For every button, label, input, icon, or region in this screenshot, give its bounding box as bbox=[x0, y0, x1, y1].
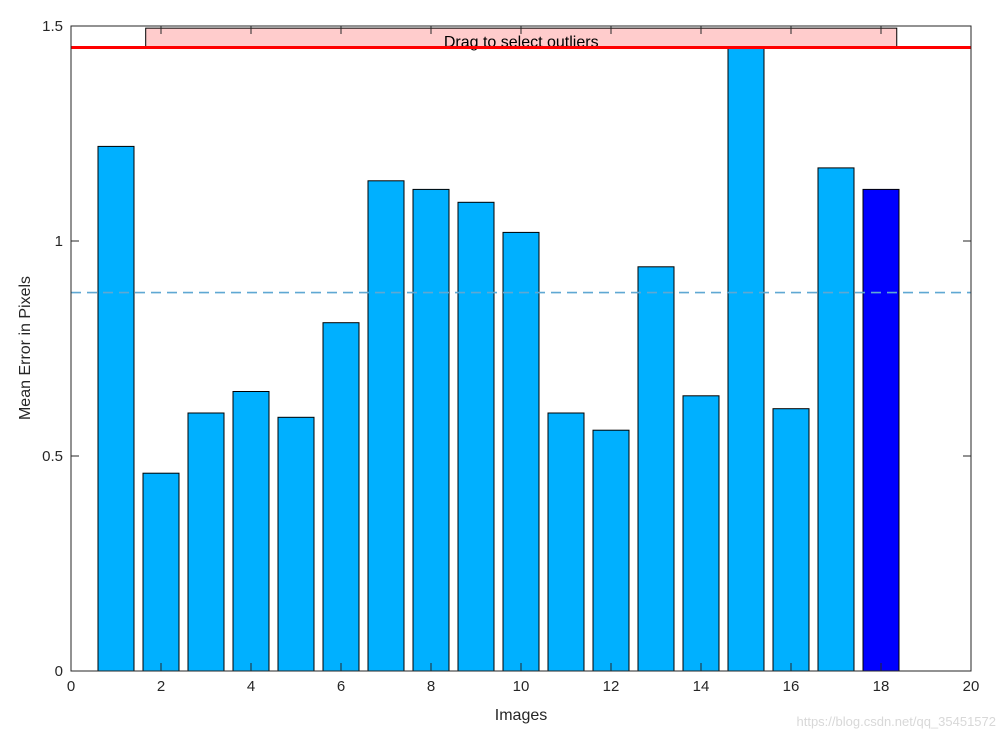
bar-image-2[interactable] bbox=[142, 472, 180, 672]
y-tick-label: 0 bbox=[55, 663, 63, 680]
lines-layer: Drag to select outliers bbox=[71, 27, 971, 294]
bar-image-13[interactable] bbox=[637, 266, 675, 672]
x-tick-label: 8 bbox=[427, 678, 435, 695]
bar-image-10[interactable] bbox=[502, 231, 540, 672]
y-tick-label: 1.5 bbox=[42, 18, 63, 35]
bar-image-1[interactable] bbox=[97, 145, 135, 672]
x-tick-label: 4 bbox=[247, 678, 255, 695]
x-tick-label: 2 bbox=[157, 678, 165, 695]
y-tick-label: 0.5 bbox=[42, 448, 63, 465]
bar-image-3[interactable] bbox=[187, 412, 225, 672]
bar-image-5[interactable] bbox=[277, 416, 315, 672]
y-axis-title: Mean Error in Pixels bbox=[17, 276, 34, 420]
ticks-layer: 0 2 4 6 8 10 12 14 16 18 20 0 0.5 1 1.5 bbox=[42, 18, 979, 695]
x-tick-label: 12 bbox=[603, 678, 620, 695]
bar-image-8[interactable] bbox=[412, 188, 450, 672]
bar-image-15[interactable] bbox=[727, 47, 765, 672]
bar-image-18[interactable] bbox=[862, 188, 900, 672]
x-tick-label: 14 bbox=[693, 678, 710, 695]
bar-image-16[interactable] bbox=[772, 408, 810, 672]
x-axis-title: Images bbox=[495, 707, 547, 724]
bar-image-14[interactable] bbox=[682, 395, 720, 672]
x-tick-label: 18 bbox=[873, 678, 890, 695]
bars-layer bbox=[97, 47, 900, 672]
x-tick-label: 20 bbox=[963, 678, 980, 695]
bar-image-11[interactable] bbox=[547, 412, 585, 672]
bar-image-9[interactable] bbox=[457, 201, 495, 672]
bar-image-12[interactable] bbox=[592, 429, 630, 672]
x-tick-label: 10 bbox=[513, 678, 530, 695]
bar-image-7[interactable] bbox=[367, 180, 405, 672]
x-tick-label: 0 bbox=[67, 678, 75, 695]
watermark: https://blog.csdn.net/qq_35451572 bbox=[796, 714, 997, 729]
bar-image-6[interactable] bbox=[322, 322, 360, 672]
x-tick-label: 6 bbox=[337, 678, 345, 695]
bar-image-17[interactable] bbox=[817, 167, 855, 672]
y-tick-label: 1 bbox=[55, 233, 63, 250]
x-tick-label: 16 bbox=[783, 678, 800, 695]
bar-image-4[interactable] bbox=[232, 391, 270, 672]
